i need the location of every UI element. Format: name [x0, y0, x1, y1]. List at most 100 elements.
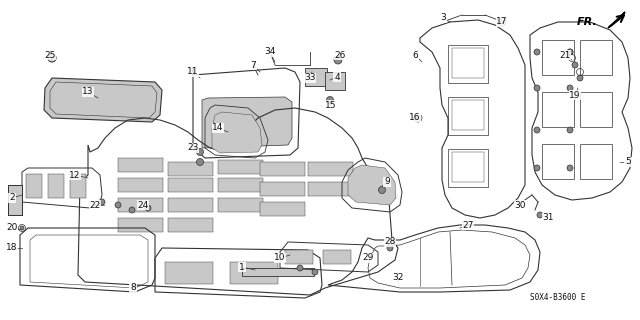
Bar: [48, 174, 64, 198]
Text: 3: 3: [440, 13, 446, 22]
Bar: [448, 97, 488, 135]
Text: 5: 5: [625, 157, 631, 166]
Bar: [168, 178, 213, 192]
Bar: [325, 72, 345, 90]
Circle shape: [577, 75, 583, 81]
Text: 18: 18: [6, 244, 18, 252]
Polygon shape: [348, 165, 396, 205]
Circle shape: [567, 85, 573, 91]
Bar: [242, 268, 314, 276]
Circle shape: [297, 265, 303, 271]
Bar: [542, 144, 574, 179]
Bar: [308, 182, 353, 196]
Circle shape: [196, 148, 204, 156]
Text: 28: 28: [384, 237, 396, 246]
Bar: [580, 92, 612, 127]
Bar: [308, 162, 353, 176]
Bar: [230, 262, 278, 284]
Bar: [260, 182, 305, 196]
Bar: [218, 198, 263, 212]
Circle shape: [567, 127, 573, 133]
Bar: [452, 100, 484, 130]
Bar: [168, 218, 213, 232]
Circle shape: [567, 49, 573, 55]
Text: 23: 23: [188, 143, 198, 153]
Text: 7: 7: [250, 60, 256, 69]
Bar: [165, 262, 213, 284]
Bar: [448, 149, 488, 187]
Text: 17: 17: [496, 18, 508, 27]
Circle shape: [334, 56, 342, 64]
Circle shape: [534, 49, 540, 55]
Bar: [542, 40, 574, 75]
Bar: [218, 160, 263, 174]
Text: 13: 13: [83, 87, 93, 97]
Bar: [118, 178, 163, 192]
Bar: [26, 174, 42, 198]
Bar: [305, 68, 327, 86]
Text: 11: 11: [188, 68, 199, 76]
Text: 20: 20: [6, 223, 18, 233]
Text: S0X4-B3600 E: S0X4-B3600 E: [530, 293, 586, 302]
Text: 1: 1: [239, 262, 245, 271]
Circle shape: [129, 207, 135, 213]
Circle shape: [500, 20, 504, 24]
Text: 25: 25: [44, 51, 56, 60]
Text: 29: 29: [362, 253, 374, 262]
Bar: [260, 202, 305, 216]
Text: 14: 14: [212, 124, 224, 132]
Bar: [8, 185, 22, 215]
Bar: [168, 162, 213, 176]
Circle shape: [312, 269, 318, 275]
Circle shape: [572, 62, 578, 68]
Circle shape: [378, 187, 385, 194]
Bar: [452, 48, 484, 78]
Circle shape: [534, 127, 540, 133]
Circle shape: [534, 85, 540, 91]
Bar: [452, 152, 484, 182]
Circle shape: [387, 245, 393, 251]
Text: 6: 6: [412, 51, 418, 60]
Bar: [70, 174, 86, 198]
Text: 19: 19: [569, 91, 580, 100]
Circle shape: [416, 116, 420, 120]
Bar: [8, 185, 22, 215]
Text: 33: 33: [304, 74, 316, 83]
Text: 15: 15: [325, 100, 337, 109]
Circle shape: [567, 49, 573, 55]
Bar: [542, 92, 574, 127]
Bar: [580, 40, 612, 75]
Text: 16: 16: [409, 113, 420, 122]
Bar: [118, 218, 163, 232]
Text: 26: 26: [334, 51, 346, 60]
Polygon shape: [608, 12, 625, 28]
Circle shape: [537, 212, 543, 218]
Text: 22: 22: [90, 201, 100, 210]
Circle shape: [145, 205, 151, 211]
Circle shape: [99, 199, 105, 205]
Bar: [118, 158, 163, 172]
Text: 9: 9: [384, 178, 390, 187]
Polygon shape: [202, 97, 292, 148]
Circle shape: [326, 97, 333, 103]
Circle shape: [196, 158, 204, 165]
Circle shape: [567, 165, 573, 171]
Bar: [260, 162, 305, 176]
Text: 27: 27: [462, 220, 474, 229]
Text: 34: 34: [264, 47, 276, 57]
Text: 32: 32: [392, 274, 404, 283]
Bar: [323, 250, 351, 264]
Circle shape: [115, 202, 121, 208]
Bar: [285, 250, 313, 264]
Circle shape: [20, 226, 24, 230]
Bar: [218, 178, 263, 192]
Polygon shape: [212, 112, 262, 153]
Bar: [168, 198, 213, 212]
Bar: [118, 198, 163, 212]
Text: 30: 30: [515, 201, 525, 210]
Bar: [580, 144, 612, 179]
Text: 12: 12: [69, 171, 81, 180]
Text: 21: 21: [559, 51, 571, 60]
Text: 4: 4: [334, 73, 340, 82]
Text: 24: 24: [138, 201, 148, 210]
